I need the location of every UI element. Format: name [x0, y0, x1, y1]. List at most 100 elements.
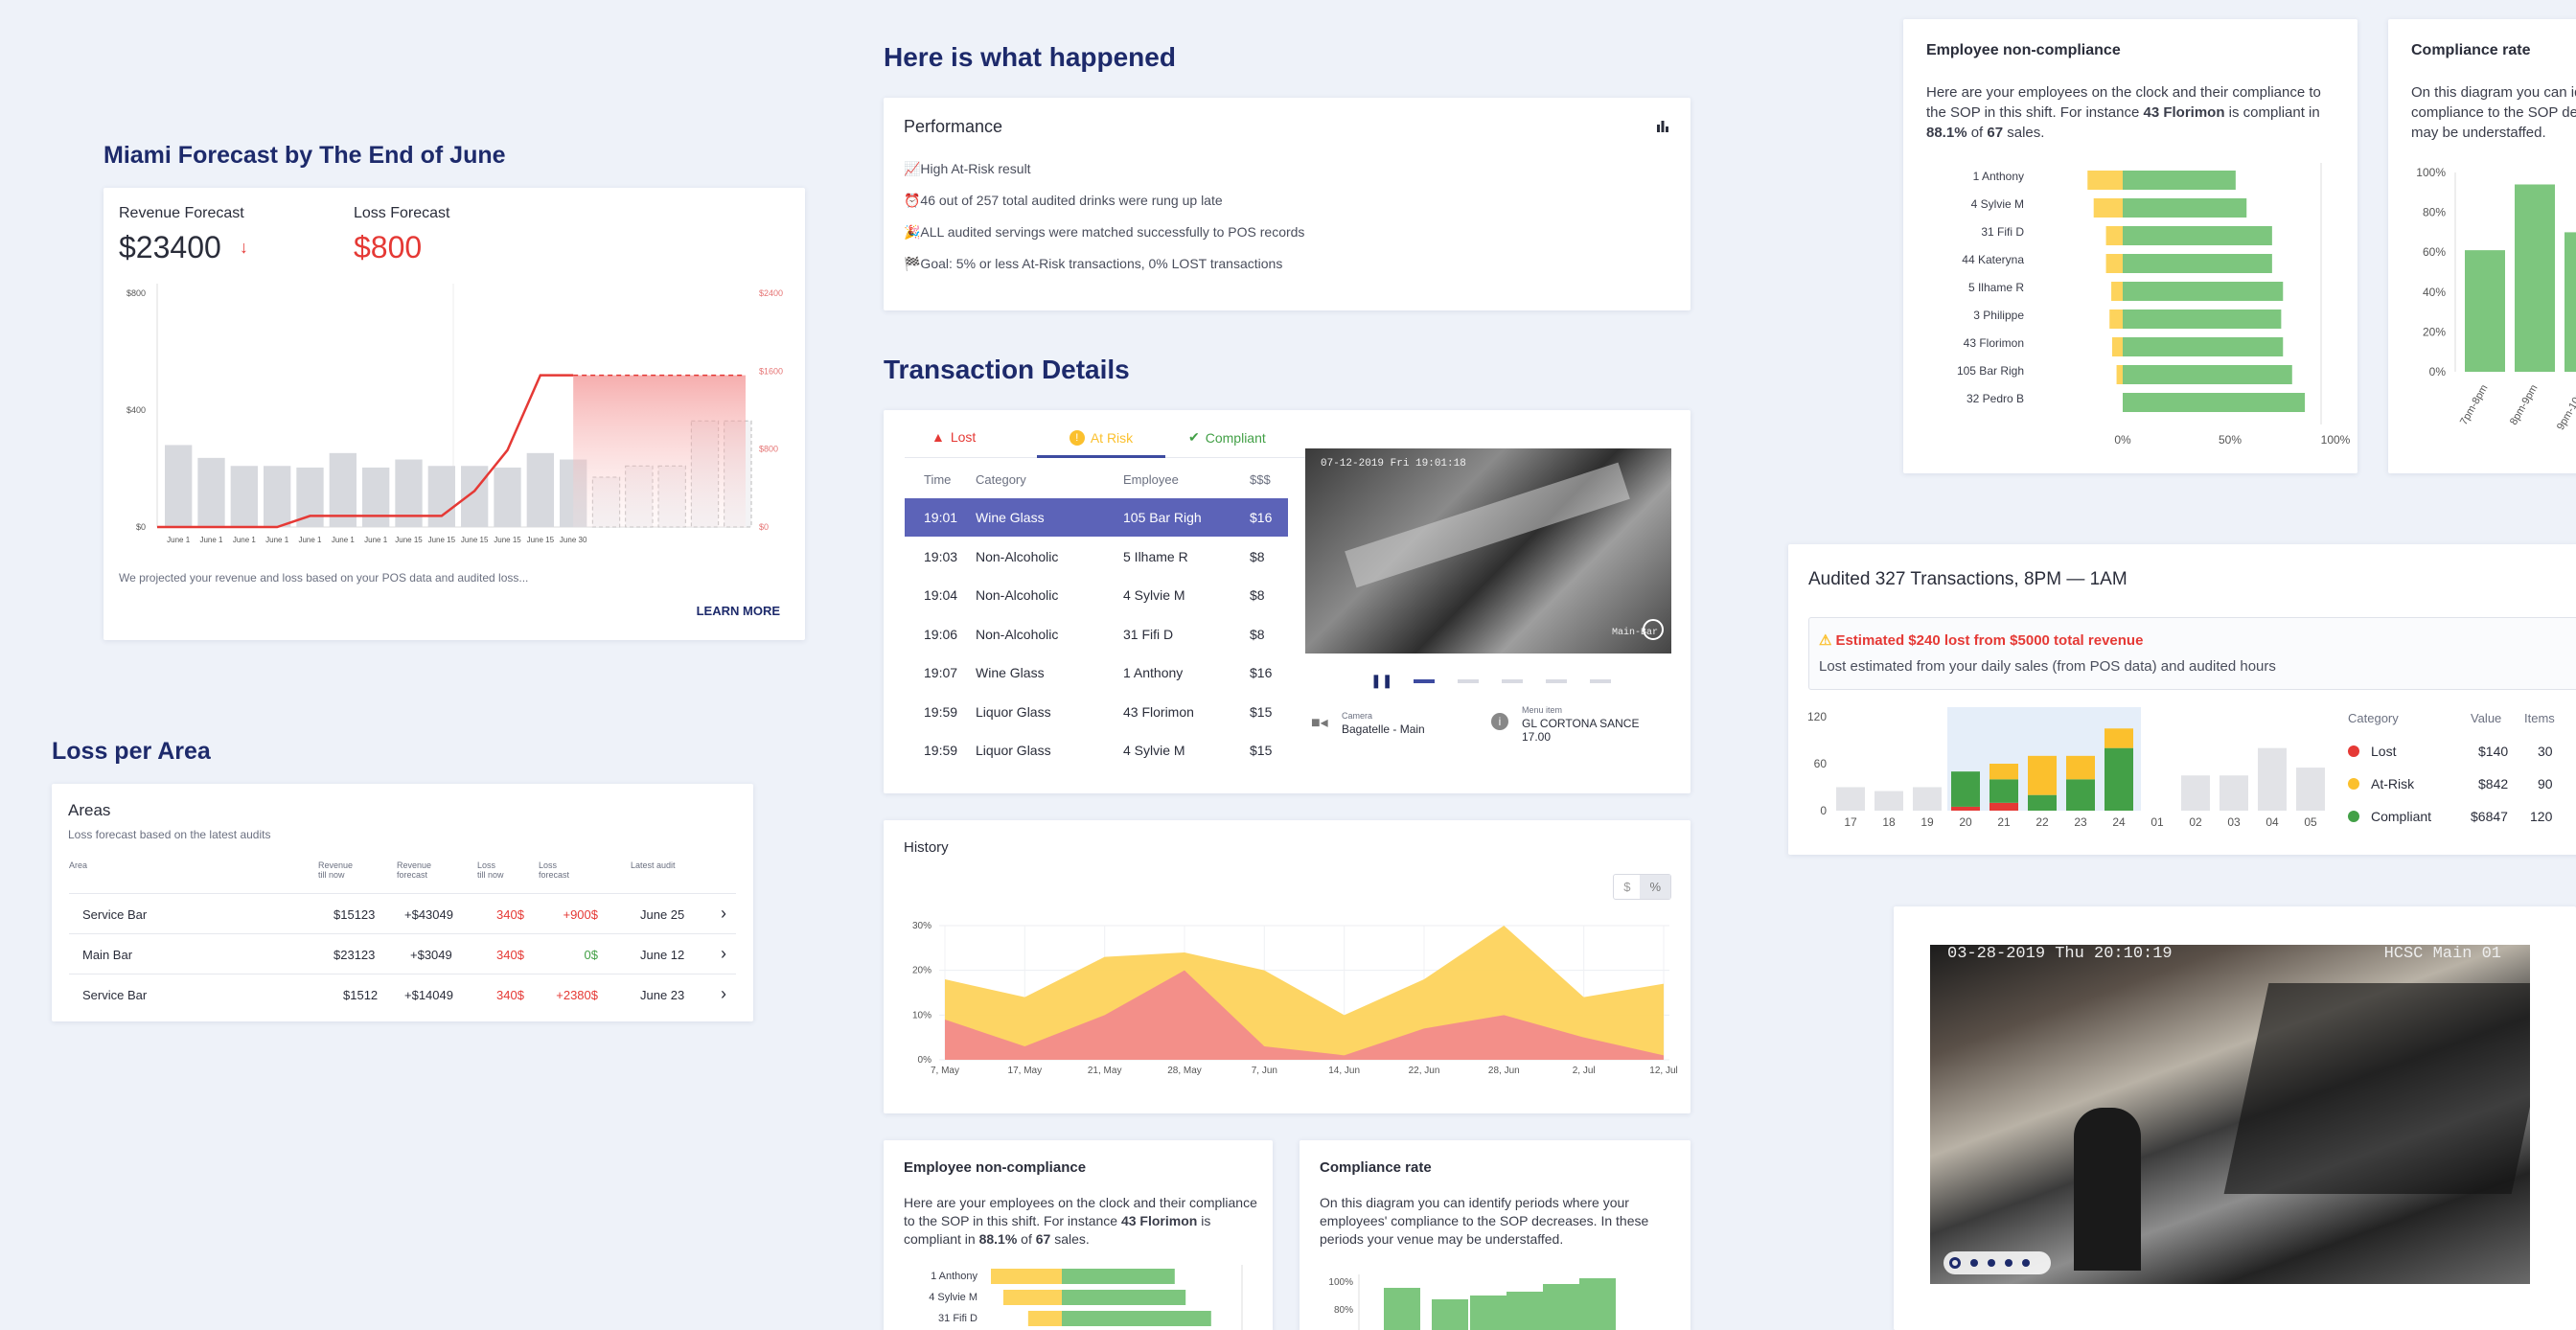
employee-label: 4 Sylvie M	[1971, 197, 2024, 211]
x-tick: 0%	[2114, 433, 2131, 447]
area-name: Service Bar	[82, 988, 148, 1002]
at-risk-bar	[2111, 337, 2123, 356]
transaction-amt: $16	[1250, 665, 1273, 680]
x-tick: June 15	[395, 536, 423, 544]
bar-top-shape	[2223, 983, 2530, 1194]
noncompliance-title: Employee non-compliance	[904, 1159, 1087, 1176]
lost-bar	[1951, 806, 1980, 811]
carousel-dot-4[interactable]	[1546, 678, 1568, 683]
x-tick: 7, Jun	[1252, 1066, 1277, 1076]
tab-at-risk[interactable]: ! At Risk	[1037, 420, 1165, 458]
lost-dot-icon	[2348, 745, 2359, 757]
carousel-dot-1[interactable]	[1414, 678, 1436, 683]
area-revenue-forecast: +$14049	[404, 988, 453, 1002]
zoom-icon[interactable]	[1643, 619, 1664, 640]
camera-dot-2[interactable]	[1970, 1259, 1978, 1267]
areas-header-revenue: Revenue till now	[318, 860, 354, 880]
revenue-bar	[230, 466, 258, 527]
transaction-emp: 5 Ilhame R	[1123, 548, 1188, 564]
compliant-bar	[2123, 282, 2284, 301]
transaction-row[interactable]: 19:06 Non-Alcoholic 31 Fifi D $8	[905, 615, 1288, 654]
forecast-card: Revenue Forecast $23400 ↓ Loss Forecast …	[104, 188, 805, 640]
audited-card: Audited 327 Transactions, 8PM — 1AM ⚠ Est…	[1788, 544, 2576, 855]
at-risk-bar	[2093, 198, 2123, 218]
area-revenue-forecast: +$3049	[410, 948, 452, 962]
compliant-bar	[2123, 254, 2272, 273]
camera-feed[interactable]: 03-28-2019 Thu 20:10:19 HCSC Main 01	[1930, 945, 2530, 1284]
at-risk-bar	[2111, 282, 2123, 301]
menu-item-label: Menu item	[1522, 705, 1563, 715]
x-tick: 17, May	[1008, 1066, 1043, 1076]
x-tick: 04	[2266, 815, 2279, 829]
areas-row-3[interactable]: Service Bar $1512 +$14049 340$ +2380$ Ju…	[69, 974, 736, 1014]
compliant-bar	[2104, 747, 2133, 811]
chevron-right-icon: ›	[721, 984, 726, 1003]
unaudited-bar	[2296, 768, 2325, 811]
audited-alert-text: Estimated $240 lost from $5000 total rev…	[1835, 631, 2144, 649]
transaction-row[interactable]: 19:04 Non-Alcoholic 4 Sylvie M $8	[905, 576, 1288, 614]
areas-header-area: Area	[69, 860, 88, 870]
y-tick: 60%	[2423, 245, 2446, 259]
noncompliance-card-bottom: Employee non-compliance Here are your em…	[884, 1140, 1273, 1330]
area-loss-forecast: +900$	[563, 907, 598, 922]
areas-row-2[interactable]: Main Bar $23123 +$3049 340$ 0$ June 12 ›	[69, 933, 736, 974]
x-tick: June 15	[461, 536, 489, 544]
transaction-cat: Liquor Glass	[976, 743, 1051, 758]
camera-value: Bagatelle - Main	[1342, 722, 1425, 736]
legend-header: Category Value Items	[2348, 711, 2576, 732]
camera-dot-4[interactable]	[2005, 1259, 2012, 1267]
revenue-bar	[264, 466, 291, 527]
employee-label: 31 Fifi D	[938, 1313, 978, 1324]
transaction-row[interactable]: 19:59 Liquor Glass 4 Sylvie M $15	[905, 731, 1288, 769]
transaction-row[interactable]: 19:59 Liquor Glass 43 Florimon $15	[905, 693, 1288, 731]
revenue-bar	[461, 466, 489, 527]
camera-dot-5[interactable]	[2022, 1259, 2030, 1267]
bar-chart-icon[interactable]	[1656, 119, 1669, 137]
carousel-dot-5[interactable]	[1590, 678, 1612, 683]
revenue-bar	[197, 457, 225, 527]
carousel-dot-2[interactable]	[1458, 678, 1480, 683]
noncompliance-chart: 1 Anthony 4 Sylvie M 31 Fifi D	[929, 1265, 1243, 1330]
bartender-shape	[2074, 1108, 2141, 1271]
x-tick: 9pm-10pm	[2555, 383, 2576, 433]
audited-chart: 120 60 0 17 18 19 20 21 22 23 24 01 02 03 04 05	[1807, 707, 2325, 829]
x-tick: June 1	[199, 536, 223, 544]
camera-dot-1[interactable]	[1949, 1257, 1961, 1269]
compliance-rate-text: On this diagram you can identify periods…	[1320, 1195, 1649, 1247]
camera-dot-3[interactable]	[1988, 1259, 1995, 1267]
transaction-time: 19:06	[924, 626, 958, 642]
clock-icon: !	[1069, 429, 1085, 446]
compliance-rate-top-text: On this diagram you can identify periods…	[2411, 84, 2576, 141]
x-tick: June 1	[233, 536, 257, 544]
transaction-cat: Wine Glass	[976, 510, 1045, 525]
transaction-row[interactable]: 19:07 Wine Glass 1 Anthony $16	[905, 654, 1288, 692]
transaction-amt: $15	[1250, 743, 1273, 758]
unit-toggle: $ %	[1613, 874, 1671, 900]
transaction-video[interactable]: 07-12-2019 Fri 19:01:18 Main-Bar	[1305, 448, 1671, 654]
x-tick: 28, May	[1167, 1066, 1202, 1076]
revenue-bar	[329, 452, 356, 527]
areas-row-1[interactable]: Service Bar $15123 +$43049 340$ +900$ Ju…	[69, 893, 736, 933]
audited-alert-title: ⚠ Estimated $240 lost from $5000 total re…	[1819, 631, 2144, 650]
toggle-percent[interactable]: %	[1640, 875, 1670, 899]
toggle-dollar[interactable]: $	[1623, 880, 1631, 894]
transaction-time: 19:04	[924, 587, 958, 603]
x-tick: 18	[1882, 815, 1896, 829]
tab-compliant-label: Compliant	[1205, 429, 1266, 446]
at-risk-dot-icon	[2348, 778, 2359, 790]
rate-bar	[1543, 1284, 1579, 1330]
loss-forecast-area	[573, 375, 746, 527]
tab-lost-label: Lost	[950, 429, 977, 445]
camera-card: 03-28-2019 Thu 20:10:19 HCSC Main 01	[1894, 906, 2576, 1330]
transaction-row[interactable]: 19:01 Wine Glass 105 Bar Righ $16	[905, 498, 1288, 537]
transaction-row[interactable]: 19:03 Non-Alcoholic 5 Ilhame R $8	[905, 538, 1288, 576]
learn-more-link[interactable]: LEARN MORE	[696, 604, 780, 618]
carousel-dot-3[interactable]	[1502, 678, 1524, 683]
pause-icon[interactable]: ❚❚	[1370, 673, 1393, 688]
transaction-cat: Wine Glass	[976, 665, 1045, 680]
tab-compliant[interactable]: ✔ Compliant	[1188, 429, 1266, 446]
compliance-rate-top-chart: 100% 80% 60% 40% 20% 0% 7pm-8pm 8pm-9pm 9pm-10pm	[2416, 166, 2576, 433]
tab-lost[interactable]: ▲ Lost	[932, 429, 976, 445]
x-tick: 23	[2074, 815, 2087, 829]
x-tick: 01	[2150, 815, 2164, 829]
